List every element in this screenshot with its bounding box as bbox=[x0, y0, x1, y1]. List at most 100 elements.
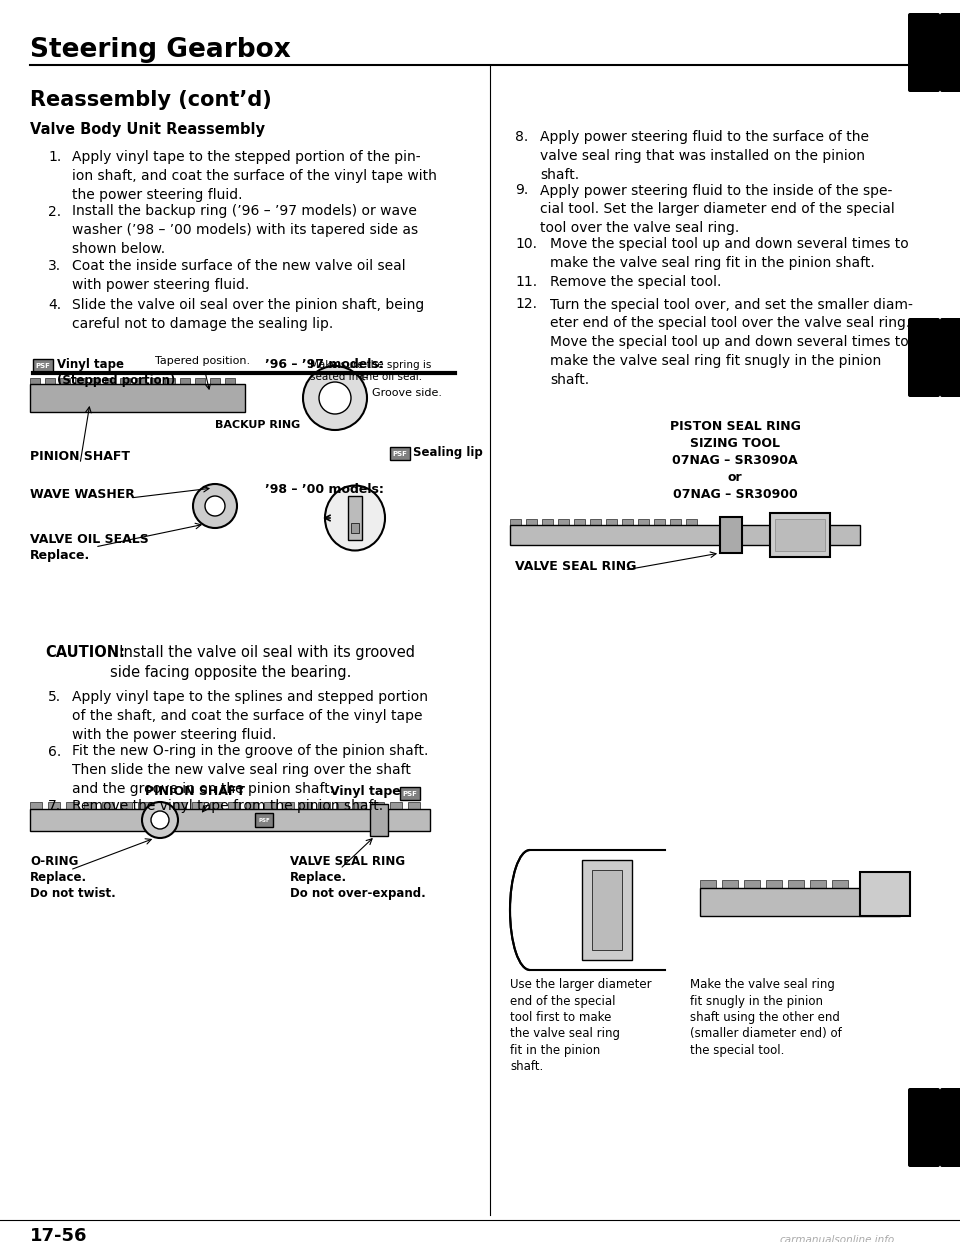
Circle shape bbox=[151, 811, 169, 828]
Bar bbox=[180, 378, 190, 384]
Bar bbox=[510, 525, 860, 545]
Bar bbox=[654, 519, 665, 527]
Text: 5.: 5. bbox=[48, 691, 61, 704]
Bar bbox=[48, 802, 60, 809]
Text: PSF: PSF bbox=[36, 363, 51, 369]
Text: ’98 – ’00 models:: ’98 – ’00 models: bbox=[265, 483, 384, 496]
Bar bbox=[526, 519, 537, 527]
Bar bbox=[120, 802, 132, 809]
Bar bbox=[370, 804, 388, 836]
Bar bbox=[300, 802, 312, 809]
Text: Tapered position.: Tapered position. bbox=[155, 356, 251, 389]
Text: 12.: 12. bbox=[515, 298, 537, 312]
Text: Install the valve oil seal with its grooved
side facing opposite the bearing.: Install the valve oil seal with its groo… bbox=[110, 645, 415, 681]
Bar bbox=[720, 517, 742, 553]
Bar bbox=[75, 378, 85, 384]
Text: Valve Body Unit Reassembly: Valve Body Unit Reassembly bbox=[30, 122, 265, 137]
Text: Fit the new O-ring in the groove of the pinion shaft.
Then slide the new valve s: Fit the new O-ring in the groove of the … bbox=[72, 744, 428, 796]
Bar bbox=[354, 802, 366, 809]
FancyBboxPatch shape bbox=[940, 1088, 960, 1167]
Text: O-RING
Replace.
Do not twist.: O-RING Replace. Do not twist. bbox=[30, 854, 116, 900]
Circle shape bbox=[205, 496, 225, 515]
Text: Vinyl tape: Vinyl tape bbox=[330, 785, 400, 799]
Text: Remove the vinyl tape from the pinion shaft.: Remove the vinyl tape from the pinion sh… bbox=[72, 799, 383, 814]
Text: ’96 – ’97 models:: ’96 – ’97 models: bbox=[265, 358, 384, 371]
Bar bbox=[390, 447, 410, 460]
FancyBboxPatch shape bbox=[908, 318, 940, 397]
Bar bbox=[700, 888, 900, 917]
Text: CAUTION:: CAUTION: bbox=[45, 645, 125, 660]
Bar bbox=[228, 802, 240, 809]
Circle shape bbox=[319, 383, 351, 414]
Bar bbox=[408, 802, 420, 809]
Text: PSF: PSF bbox=[402, 790, 418, 796]
Bar bbox=[66, 802, 78, 809]
Bar bbox=[156, 802, 168, 809]
Text: 1.: 1. bbox=[48, 150, 61, 164]
Bar bbox=[90, 378, 100, 384]
Bar bbox=[138, 802, 150, 809]
Text: Sealing lip: Sealing lip bbox=[413, 446, 483, 460]
Bar bbox=[351, 523, 359, 533]
Bar bbox=[400, 787, 420, 800]
Text: Apply vinyl tape to the splines and stepped portion
of the shaft, and coat the s: Apply vinyl tape to the splines and step… bbox=[72, 691, 428, 741]
Bar bbox=[348, 496, 362, 540]
Text: Move the special tool up and down several times to
make the valve seal ring fit : Move the special tool up and down severa… bbox=[550, 237, 909, 270]
Text: Turn the special tool over, and set the smaller diam-
eter end of the special to: Turn the special tool over, and set the … bbox=[550, 298, 913, 388]
Bar bbox=[150, 378, 160, 384]
Text: Groove side.: Groove side. bbox=[372, 388, 442, 397]
Text: 9.: 9. bbox=[515, 184, 528, 197]
Bar bbox=[30, 802, 42, 809]
FancyBboxPatch shape bbox=[908, 1088, 940, 1167]
Bar bbox=[102, 802, 114, 809]
Text: Apply vinyl tape to the stepped portion of the pin-
ion shaft, and coat the surf: Apply vinyl tape to the stepped portion … bbox=[72, 150, 437, 202]
Text: carmanualsonline.info: carmanualsonline.info bbox=[780, 1235, 896, 1242]
Text: Reassembly (cont’d): Reassembly (cont’d) bbox=[30, 89, 272, 111]
Bar bbox=[30, 378, 40, 384]
Circle shape bbox=[193, 484, 237, 528]
Text: Make sure the spring is
seated in the oil seal.: Make sure the spring is seated in the oi… bbox=[310, 360, 431, 383]
Text: Use the larger diameter
end of the special
tool first to make
the valve seal rin: Use the larger diameter end of the speci… bbox=[510, 977, 652, 1073]
Bar bbox=[120, 378, 130, 384]
Ellipse shape bbox=[325, 486, 385, 550]
Bar bbox=[336, 802, 348, 809]
Text: PSF: PSF bbox=[393, 451, 407, 457]
Text: PINION SHAFT: PINION SHAFT bbox=[145, 785, 245, 799]
Text: Apply power steering fluid to the surface of the
valve seal ring that was instal: Apply power steering fluid to the surfac… bbox=[540, 130, 869, 181]
Bar bbox=[686, 519, 697, 527]
Bar bbox=[860, 872, 910, 917]
Bar bbox=[510, 519, 521, 527]
Circle shape bbox=[303, 366, 367, 430]
Bar bbox=[255, 814, 273, 827]
Text: PSF: PSF bbox=[258, 817, 270, 822]
Bar bbox=[246, 802, 258, 809]
Text: 17-56: 17-56 bbox=[30, 1227, 87, 1242]
Text: Vinyl tape
(Stepped portion): Vinyl tape (Stepped portion) bbox=[57, 358, 176, 388]
Bar bbox=[766, 881, 782, 888]
Text: VALVE OIL SEALS
Replace.: VALVE OIL SEALS Replace. bbox=[30, 533, 149, 561]
Bar bbox=[574, 519, 585, 527]
Bar bbox=[33, 359, 53, 373]
Text: Apply power steering fluid to the inside of the spe-
cial tool. Set the larger d: Apply power steering fluid to the inside… bbox=[540, 184, 895, 236]
Bar bbox=[105, 378, 115, 384]
Bar bbox=[744, 881, 760, 888]
Bar bbox=[45, 378, 55, 384]
Bar bbox=[192, 802, 204, 809]
Bar bbox=[622, 519, 633, 527]
Bar bbox=[810, 881, 826, 888]
Bar bbox=[60, 378, 70, 384]
Bar bbox=[135, 378, 145, 384]
Text: 6.: 6. bbox=[48, 744, 61, 759]
Text: BACKUP RING: BACKUP RING bbox=[215, 420, 300, 430]
Bar bbox=[558, 519, 569, 527]
Bar bbox=[770, 513, 830, 556]
Bar bbox=[84, 802, 96, 809]
Bar bbox=[372, 802, 384, 809]
Bar bbox=[174, 802, 186, 809]
Text: 3.: 3. bbox=[48, 260, 61, 273]
FancyBboxPatch shape bbox=[940, 318, 960, 397]
Bar bbox=[542, 519, 553, 527]
Bar bbox=[165, 378, 175, 384]
Text: VALVE SEAL RING: VALVE SEAL RING bbox=[515, 560, 636, 573]
Bar bbox=[30, 384, 245, 412]
